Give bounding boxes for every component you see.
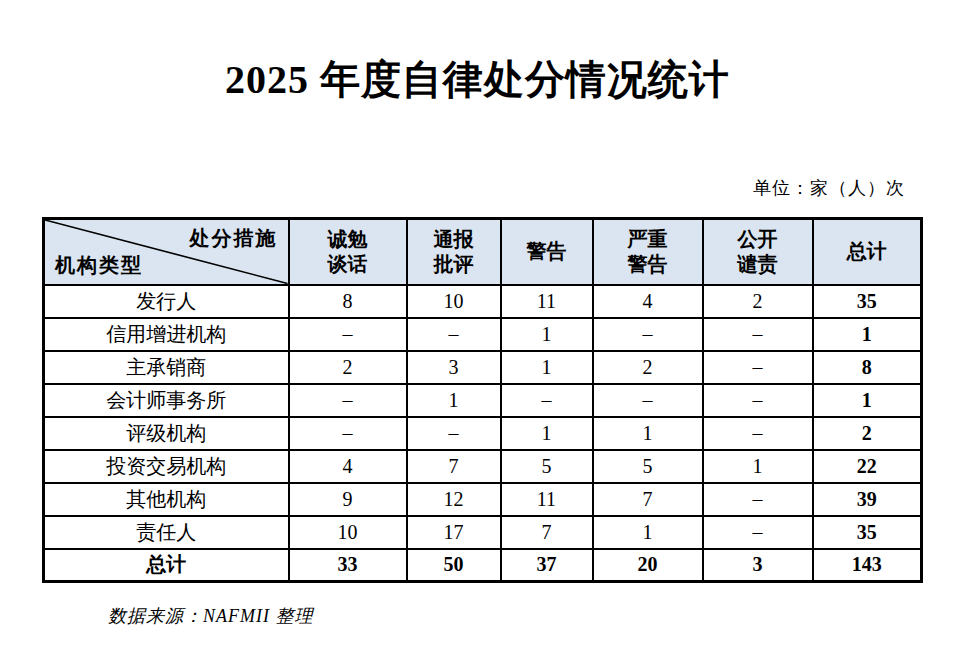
column-header: 严重 警告 <box>593 219 703 285</box>
total-cell: 20 <box>593 549 703 582</box>
column-header: 通报 批评 <box>407 219 501 285</box>
page-title: 2025 年度自律处分情况统计 <box>0 52 955 107</box>
corner-label-measures: 处分措施 <box>190 225 278 252</box>
column-header: 诚勉 谈话 <box>289 219 407 285</box>
total-cell: 3 <box>703 549 813 582</box>
unit-note: 单位：家（人）次 <box>753 176 905 200</box>
data-source-note: 数据来源：NAFMII 整理 <box>108 604 313 628</box>
table-cell: 1 <box>501 417 593 450</box>
table-row: 会计师事务所 – 1 – – – 1 <box>44 384 922 417</box>
corner-label-institution-type: 机构类型 <box>55 252 143 279</box>
table-cell: 1 <box>593 516 703 549</box>
document-page: 2025 年度自律处分情况统计 单位：家（人）次 处分措施 机构类型 诚勉 谈话 <box>0 0 955 653</box>
table-cell: – <box>703 351 813 384</box>
disciplinary-actions-table: 处分措施 机构类型 诚勉 谈话 通报 批评 警告 严重 警告 公开 谴责 总计 … <box>42 217 923 583</box>
table-row: 投资交易机构 4 7 5 5 1 22 <box>44 450 922 483</box>
table-row: 信用增进机构 – – 1 – – 1 <box>44 318 922 351</box>
row-label: 信用增进机构 <box>44 318 289 351</box>
table-cell: 3 <box>407 351 501 384</box>
table-row: 评级机构 – – 1 1 – 2 <box>44 417 922 450</box>
table-cell: 9 <box>289 483 407 516</box>
row-label: 其他机构 <box>44 483 289 516</box>
table-cell: – <box>703 318 813 351</box>
table-cell: – <box>289 384 407 417</box>
table-cell: 10 <box>407 285 501 318</box>
table-cell: – <box>703 516 813 549</box>
total-cell: 37 <box>501 549 593 582</box>
table-cell-total: 2 <box>813 417 922 450</box>
table-cell: – <box>289 417 407 450</box>
table-cell: – <box>289 318 407 351</box>
table-cell: 2 <box>289 351 407 384</box>
table-cell: 2 <box>703 285 813 318</box>
column-header-total: 总计 <box>813 219 922 285</box>
table-cell: 5 <box>593 450 703 483</box>
table-cell: 2 <box>593 351 703 384</box>
column-header: 公开 谴责 <box>703 219 813 285</box>
table-cell: 4 <box>289 450 407 483</box>
table-cell: – <box>703 384 813 417</box>
row-label: 发行人 <box>44 285 289 318</box>
table-cell: 1 <box>593 417 703 450</box>
table-cell-total: 1 <box>813 384 922 417</box>
table-cell: 1 <box>501 351 593 384</box>
table-cell: 7 <box>407 450 501 483</box>
row-label: 主承销商 <box>44 351 289 384</box>
total-cell: 33 <box>289 549 407 582</box>
table-row: 发行人 8 10 11 4 2 35 <box>44 285 922 318</box>
table-cell-total: 22 <box>813 450 922 483</box>
table-cell: 11 <box>501 483 593 516</box>
table-cell: 7 <box>593 483 703 516</box>
table-cell-total: 39 <box>813 483 922 516</box>
table-cell: 5 <box>501 450 593 483</box>
total-row-label: 总计 <box>44 549 289 582</box>
table-cell: 10 <box>289 516 407 549</box>
column-header: 警告 <box>501 219 593 285</box>
total-cell-grand: 143 <box>813 549 922 582</box>
table-row: 责任人 10 17 7 1 – 35 <box>44 516 922 549</box>
row-label: 责任人 <box>44 516 289 549</box>
table-cell: 1 <box>703 450 813 483</box>
table-cell-total: 35 <box>813 516 922 549</box>
table-cell: – <box>407 417 501 450</box>
table-cell: – <box>703 417 813 450</box>
row-label: 评级机构 <box>44 417 289 450</box>
table-header-row: 处分措施 机构类型 诚勉 谈话 通报 批评 警告 严重 警告 公开 谴责 总计 <box>44 219 922 285</box>
table-cell: 12 <box>407 483 501 516</box>
table-cell: – <box>407 318 501 351</box>
total-cell: 50 <box>407 549 501 582</box>
table-cell: 11 <box>501 285 593 318</box>
table-cell: – <box>501 384 593 417</box>
table-cell: – <box>703 483 813 516</box>
table-cell: – <box>593 318 703 351</box>
table-row: 其他机构 9 12 11 7 – 39 <box>44 483 922 516</box>
table-cell-total: 35 <box>813 285 922 318</box>
table-cell: 8 <box>289 285 407 318</box>
table-cell: 4 <box>593 285 703 318</box>
table-cell: 17 <box>407 516 501 549</box>
table-cell-total: 1 <box>813 318 922 351</box>
table-cell-total: 8 <box>813 351 922 384</box>
corner-cell: 处分措施 机构类型 <box>44 219 289 285</box>
table-total-row: 总计 33 50 37 20 3 143 <box>44 549 922 582</box>
table-cell: – <box>593 384 703 417</box>
table-cell: 1 <box>407 384 501 417</box>
row-label: 投资交易机构 <box>44 450 289 483</box>
table-cell: 1 <box>501 318 593 351</box>
table-row: 主承销商 2 3 1 2 – 8 <box>44 351 922 384</box>
row-label: 会计师事务所 <box>44 384 289 417</box>
table-cell: 7 <box>501 516 593 549</box>
